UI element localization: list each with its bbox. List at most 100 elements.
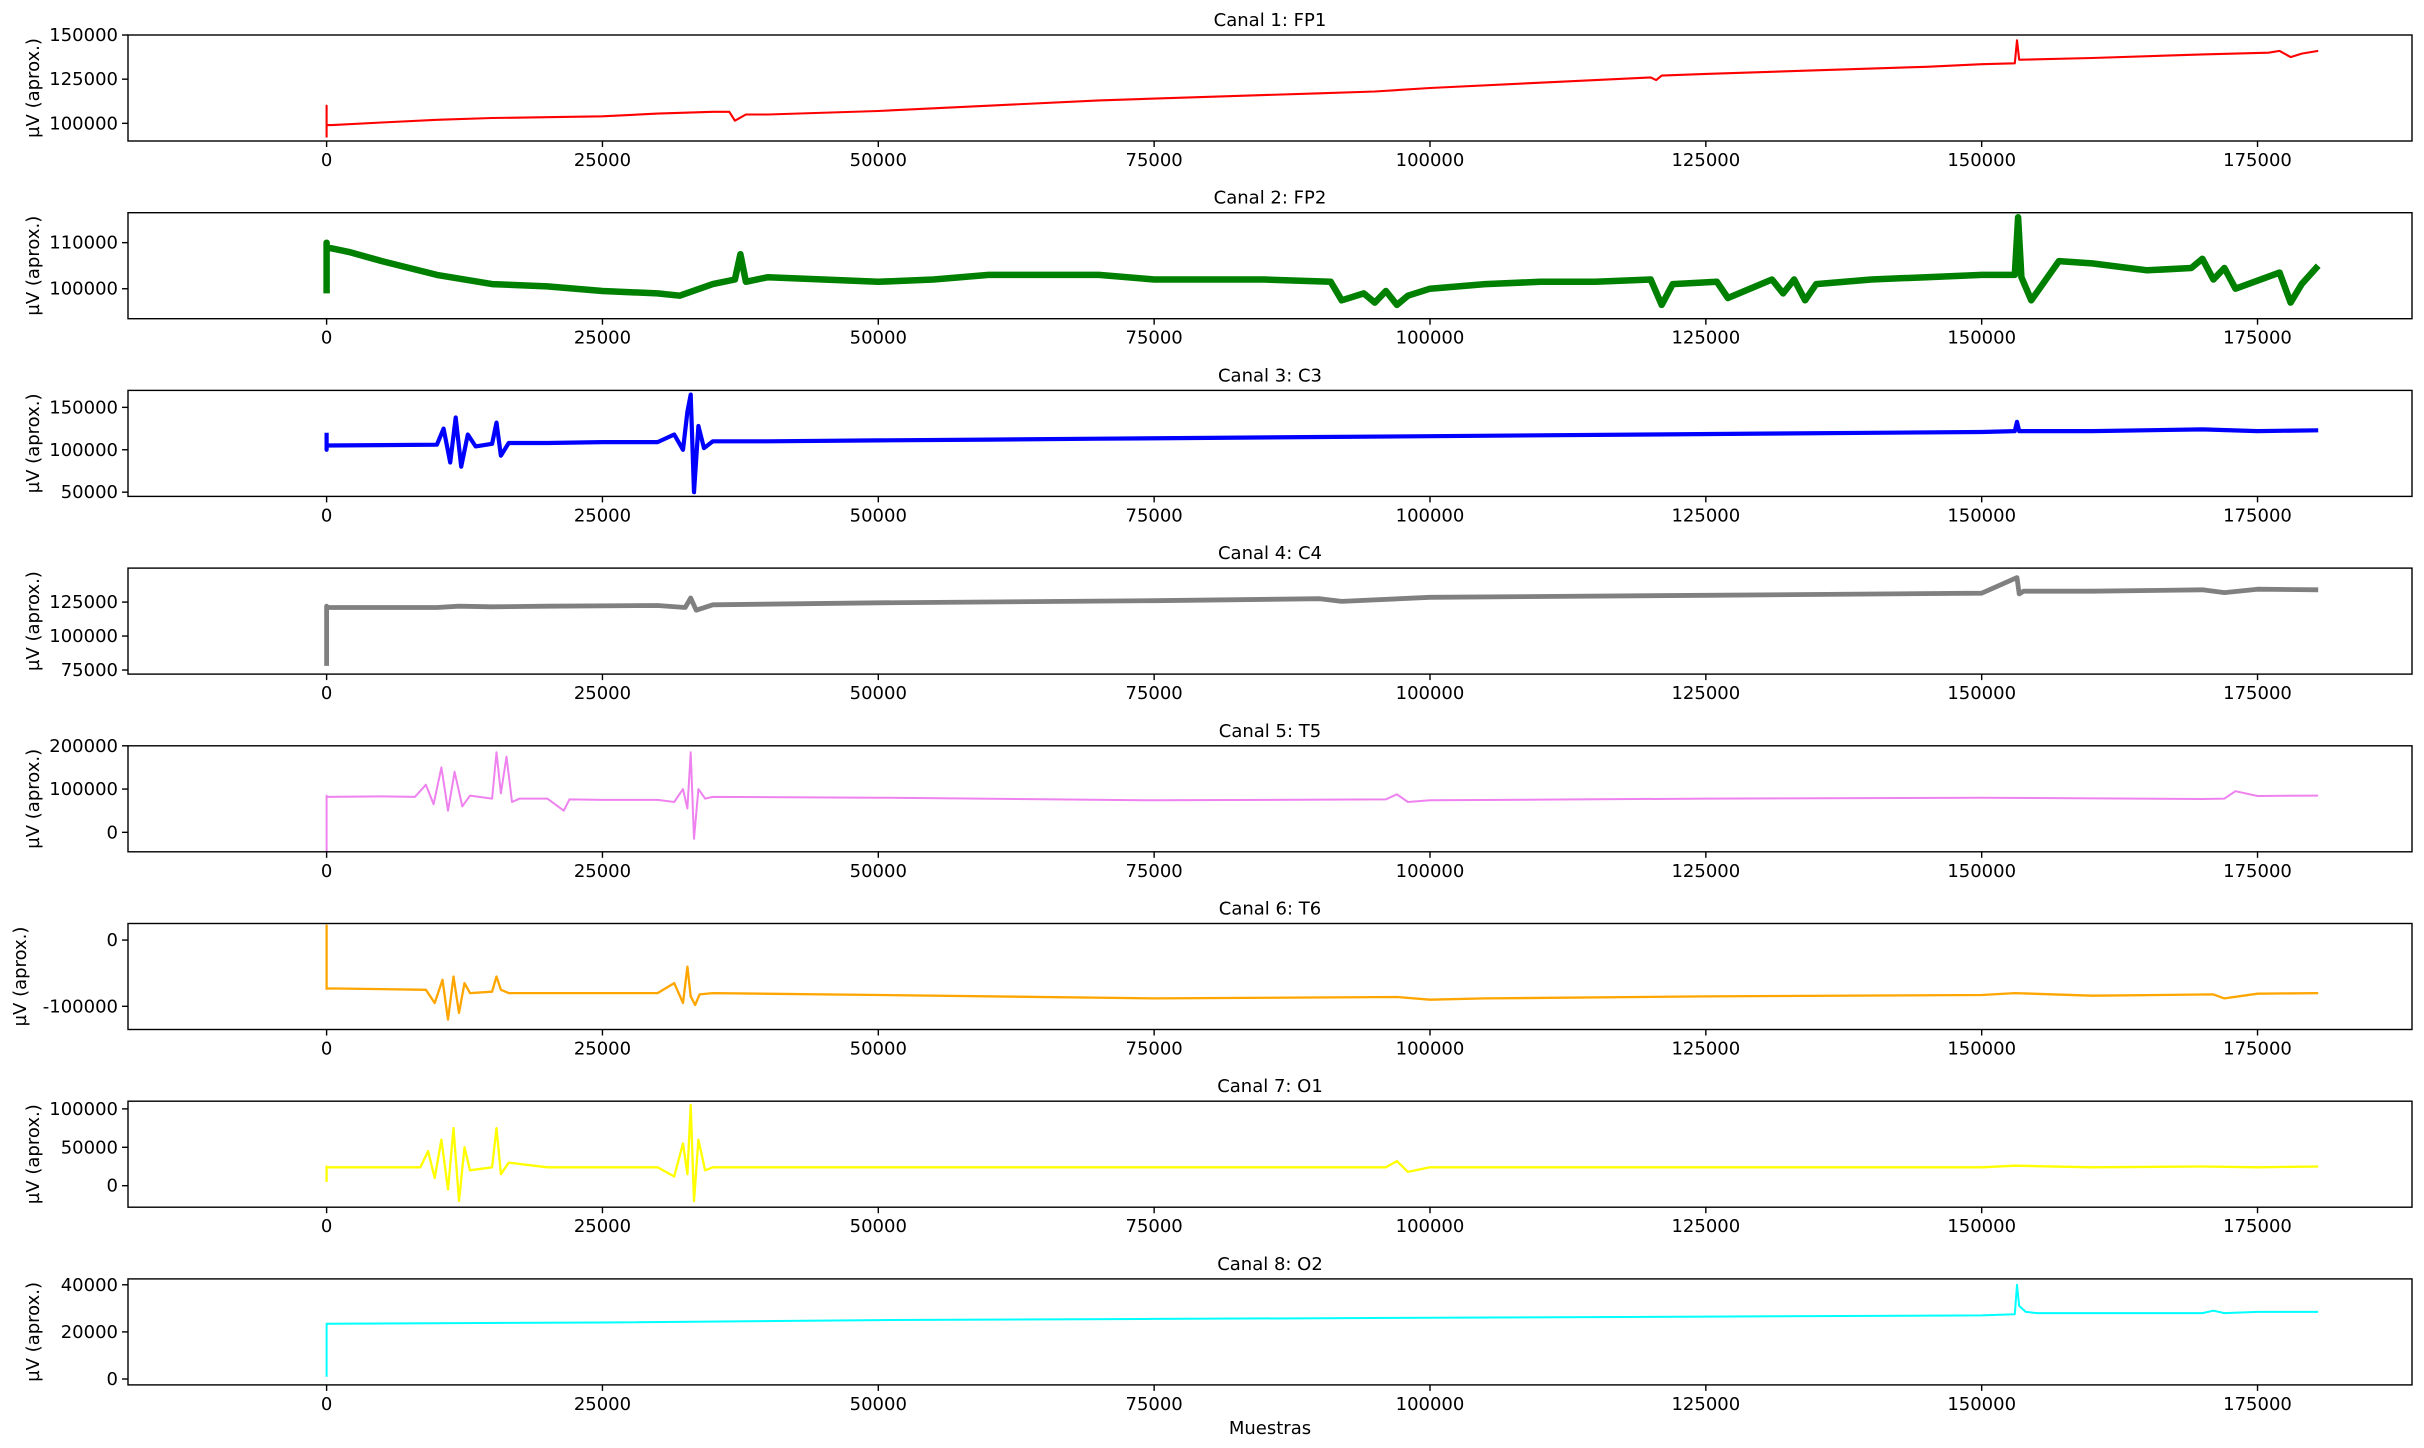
subplot-title: Canal 8: O2: [1217, 1254, 1323, 1275]
subplot-title: Canal 6: T6: [1219, 899, 1321, 920]
subplot-title: Canal 3: C3: [1218, 365, 1322, 386]
y-tick-label: 0: [107, 1176, 118, 1197]
x-tick-label: 50000: [850, 1216, 907, 1237]
x-tick-label: 0: [321, 505, 332, 526]
y-tick-label: 0: [107, 1369, 118, 1390]
y-tick-label: 100000: [49, 440, 118, 461]
x-tick-label: 0: [321, 328, 332, 349]
y-tick-label: 20000: [61, 1322, 118, 1343]
y-tick-label: 100000: [49, 779, 118, 800]
x-tick-label: 50000: [850, 328, 907, 349]
y-tick-label: 150000: [49, 397, 118, 418]
series-line: [323, 214, 2321, 309]
x-tick-label: 125000: [1671, 328, 1740, 349]
x-tick-label: 100000: [1396, 861, 1465, 882]
y-tick-label: 100000: [49, 1099, 118, 1120]
x-tick-label: 100000: [1396, 1039, 1465, 1060]
y-tick-label: 150000: [49, 25, 118, 46]
y-axis-label: µV (aprox.): [23, 393, 44, 493]
axes-frame: [127, 1278, 2413, 1386]
y-tick-label: 0: [107, 822, 118, 843]
series-line: [324, 575, 2319, 666]
x-tick-label: 175000: [2223, 1039, 2292, 1060]
x-tick-label: 175000: [2223, 505, 2292, 526]
x-tick-label: 175000: [2223, 1216, 2292, 1237]
series-line: [324, 392, 2319, 495]
y-tick-label: 50000: [61, 482, 118, 503]
x-tick-label: 0: [321, 150, 332, 171]
subplot-7: Canal 7: O1 0 25000 50000 75000 100000 125000 1…: [23, 1076, 2413, 1237]
series-line: [325, 1103, 2319, 1203]
x-tick-label: 100000: [1396, 505, 1465, 526]
x-tick-label: 100000: [1396, 328, 1465, 349]
subplot-title: Canal 4: C4: [1218, 543, 1322, 564]
x-tick-label: 25000: [574, 1216, 631, 1237]
x-tick-label: 150000: [1947, 1216, 2016, 1237]
x-tick-label: 125000: [1671, 861, 1740, 882]
axes-frame: [127, 745, 2413, 853]
x-tick-label: 100000: [1396, 1394, 1465, 1415]
x-tick-label: 25000: [574, 505, 631, 526]
x-tick-label: 125000: [1671, 1394, 1740, 1415]
x-tick-label: 125000: [1671, 150, 1740, 171]
x-tick-label: 75000: [1126, 1216, 1183, 1237]
axes-frame: [127, 389, 2413, 498]
x-tick-label: 125000: [1671, 1216, 1740, 1237]
x-tick-label: 175000: [2223, 1394, 2292, 1415]
y-tick-label: 0: [107, 930, 118, 951]
x-tick-label: 175000: [2223, 150, 2292, 171]
x-tick-label: 0: [321, 861, 332, 882]
x-tick-label: 75000: [1126, 683, 1183, 704]
y-tick-label: 125000: [49, 69, 118, 90]
x-tick-label: 50000: [850, 1039, 907, 1060]
y-axis-label: µV (aprox.): [23, 1282, 44, 1382]
y-axis-label: µV (aprox.): [23, 571, 44, 671]
x-tick-label: 50000: [850, 861, 907, 882]
x-tick-label: 50000: [850, 683, 907, 704]
x-tick-label: 25000: [574, 683, 631, 704]
x-tick-label: 175000: [2223, 861, 2292, 882]
subplot-grid: Canal 1: FP1 0 25000 50000 75000 100000 125000…: [10, 10, 2413, 1415]
series-line: [325, 39, 2319, 138]
y-axis-label: µV (aprox.): [23, 216, 44, 316]
x-tick-label: 0: [321, 1216, 332, 1237]
y-tick-label: 75000: [61, 660, 118, 681]
subplot-5: Canal 5: T5 0 25000 50000 75000 100000 125000 1…: [23, 721, 2413, 882]
x-tick-label: 25000: [574, 150, 631, 171]
y-tick-label: 110000: [49, 233, 118, 254]
y-axis-label: µV (aprox.): [23, 749, 44, 849]
subplot-title: Canal 2: FP2: [1214, 188, 1327, 209]
subplot-title: Canal 1: FP1: [1214, 10, 1327, 31]
x-tick-label: 25000: [574, 1039, 631, 1060]
subplot-6: Canal 6: T6 0 25000 50000 75000 100000 125000 1…: [10, 899, 2413, 1060]
subplot-8: Canal 8: O2 0 25000 50000 75000 100000 125000 1…: [23, 1254, 2413, 1415]
x-tick-label: 150000: [1947, 1394, 2016, 1415]
y-tick-label: 40000: [61, 1275, 118, 1296]
subplot-title: Canal 5: T5: [1219, 721, 1321, 742]
y-tick-label: 100000: [49, 279, 118, 300]
x-tick-label: 0: [321, 1394, 332, 1415]
y-tick-label: -100000: [43, 996, 118, 1017]
x-tick-label: 75000: [1126, 861, 1183, 882]
x-tick-label: 75000: [1126, 328, 1183, 349]
x-tick-label: 125000: [1671, 1039, 1740, 1060]
x-tick-label: 25000: [574, 328, 631, 349]
y-tick-label: 200000: [49, 736, 118, 757]
x-tick-label: 25000: [574, 861, 631, 882]
y-axis-label: µV (aprox.): [23, 1104, 44, 1204]
x-tick-label: 150000: [1947, 328, 2016, 349]
subplot-1: Canal 1: FP1 0 25000 50000 75000 100000 125000…: [23, 10, 2413, 171]
series-line: [325, 751, 2319, 852]
series-line: [325, 924, 2319, 1021]
x-tick-label: 100000: [1396, 1216, 1465, 1237]
y-tick-label: 125000: [49, 592, 118, 613]
x-tick-label: 50000: [850, 505, 907, 526]
x-tick-label: 175000: [2223, 328, 2292, 349]
axes-frame: [127, 1100, 2413, 1208]
x-tick-label: 150000: [1947, 505, 2016, 526]
series-line: [325, 1283, 2319, 1377]
x-tick-label: 0: [321, 1039, 332, 1060]
x-tick-label: 75000: [1126, 150, 1183, 171]
x-tick-label: 50000: [850, 1394, 907, 1415]
